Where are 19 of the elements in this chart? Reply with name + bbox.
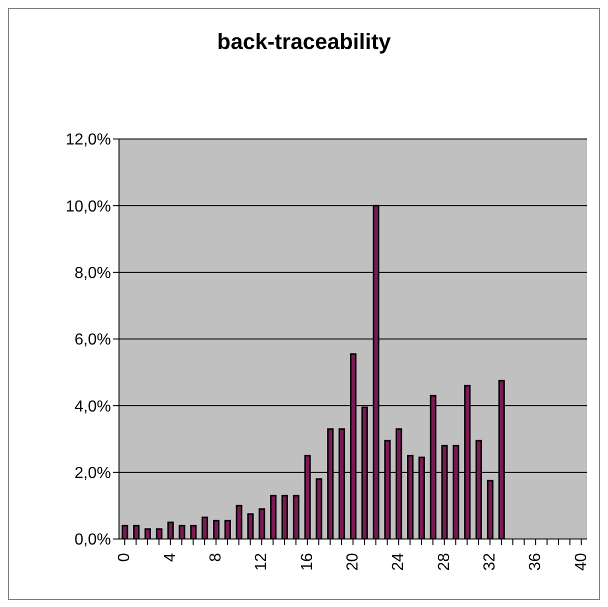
x-tick-label: 8 [208, 552, 225, 562]
y-tick-label: 2,0% [74, 465, 111, 482]
x-tick-label: 16 [298, 552, 316, 571]
x-tick-label: 0 [116, 552, 134, 562]
x-tick-label: 32 [481, 552, 498, 571]
x-tick-label: 36 [527, 552, 544, 571]
y-tick-label: 6,0% [74, 332, 111, 349]
y-tick-label: 8,0% [74, 265, 111, 282]
y-tick-label: 12,0% [66, 132, 111, 149]
x-tick-label: 20 [344, 552, 362, 571]
y-tick-label: 4,0% [74, 398, 111, 416]
chart-title: back-traceability [216, 29, 392, 55]
x-tick-label: 40 [572, 552, 590, 571]
x-tick-label: 24 [390, 552, 408, 571]
y-tick-label: 0,0% [74, 532, 111, 549]
x-tick-label: 12 [253, 552, 270, 571]
y-tick-label: 10,0% [66, 198, 111, 216]
x-tick-label: 28 [436, 552, 453, 571]
x-tick-label: 4 [162, 552, 179, 562]
